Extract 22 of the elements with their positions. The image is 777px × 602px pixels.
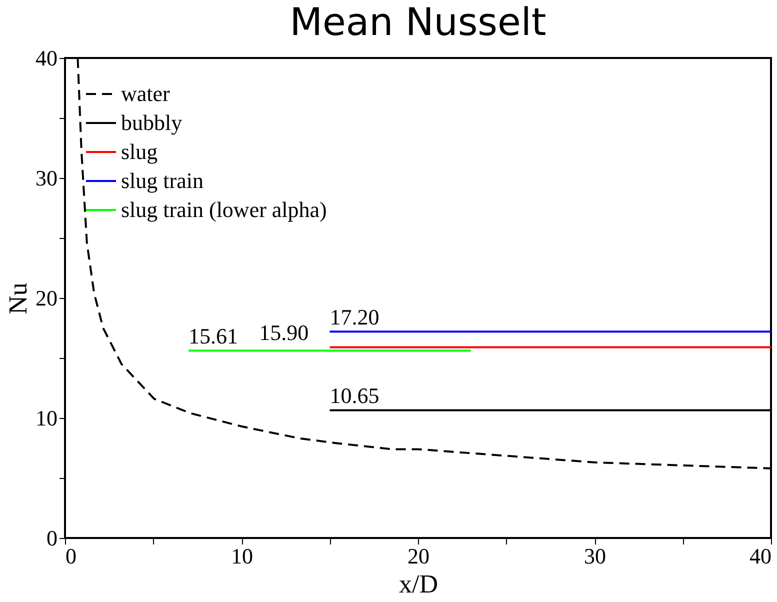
x-tick-label: 30 bbox=[584, 544, 606, 568]
x-tick-label: 10 bbox=[231, 544, 253, 568]
legend-label: slug train bbox=[121, 168, 204, 193]
y-tick-label: 40 bbox=[36, 46, 58, 70]
annotation: 15.90 bbox=[259, 320, 309, 346]
x-axis-title: x/D bbox=[399, 570, 438, 598]
x-tick-label: 20 bbox=[408, 544, 430, 568]
annotation: 15.61 bbox=[188, 324, 238, 349]
annotation: 17.20 bbox=[330, 304, 380, 330]
x-tick-label: 0 bbox=[66, 544, 76, 568]
legend-label: slug train (lower alpha) bbox=[121, 197, 327, 222]
chart-title: Mean Nusselt bbox=[290, 0, 546, 44]
y-tick-label: 30 bbox=[36, 166, 58, 190]
y-tick-label: 0 bbox=[46, 526, 58, 550]
y-axis-title: Nu bbox=[4, 282, 32, 314]
annotation: 10.65 bbox=[330, 383, 380, 408]
legend-label: bubbly bbox=[121, 110, 182, 135]
y-tick-label: 20 bbox=[36, 286, 58, 310]
y-tick-label: 10 bbox=[36, 406, 58, 430]
legend-label: slug bbox=[121, 139, 158, 164]
x-tick-label: 40 bbox=[750, 544, 772, 568]
legend-label: water bbox=[121, 81, 171, 106]
